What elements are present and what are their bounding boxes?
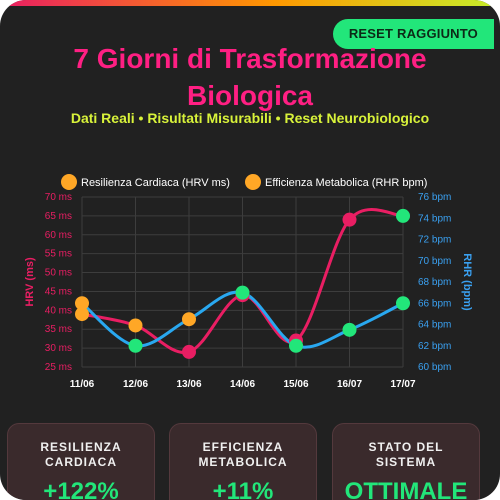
- y-left-tick-label: 45 ms: [45, 286, 72, 297]
- card-label: STATO DEL SISTEMA: [368, 440, 444, 469]
- legend-marker: [245, 174, 261, 190]
- hrv-data-point: [128, 318, 143, 333]
- page-subtitle: Dati Reali • Risultati Misurabili • Rese…: [70, 110, 430, 126]
- y-left-axis-title: HRV (ms): [24, 257, 36, 307]
- y-left-tick-label: 35 ms: [45, 324, 72, 335]
- page-title: 7 Giorni di Trasformazione Biologica: [73, 43, 427, 111]
- y-left-tick-label: 60 ms: [45, 230, 72, 241]
- y-left-tick-label: 70 ms: [45, 192, 72, 203]
- card-metabolic-efficiency: EFFICIENZA METABOLICA +11%: [169, 423, 317, 500]
- dual-axis-line-chart: Resilienza Cardiaca (HRV ms) Efficienza M…: [24, 174, 473, 390]
- rhr-data-point: [289, 338, 303, 353]
- x-tick-label: 14/06: [230, 379, 255, 390]
- rhr-data-point: [75, 296, 89, 311]
- legend-label: Resilienza Cardiaca (HRV ms): [81, 177, 230, 189]
- card-cardiac-resilience: RESILIENZA CARDIACA +122%: [7, 423, 155, 500]
- y-right-tick-label: 76 bpm: [418, 192, 451, 203]
- y-left-tick-label: 55 ms: [45, 249, 72, 260]
- y-right-tick-label: 70 bpm: [418, 256, 451, 267]
- x-tick-label: 16/07: [337, 379, 362, 390]
- hrv-data-point: [75, 307, 89, 322]
- reset-badge: RESET RAGGIUNTO: [332, 19, 494, 49]
- rhr-data-point: [128, 338, 143, 353]
- x-tick-label: 12/06: [123, 379, 148, 390]
- legend-marker: [61, 174, 77, 190]
- y-left-tick-label: 25 ms: [45, 362, 72, 373]
- y-right-axis-title: RHR (bpm): [461, 253, 473, 311]
- y-right-tick-label: 68 bpm: [418, 277, 451, 288]
- card-label: EFFICIENZA METABOLICA: [198, 440, 288, 469]
- y-right-tick-label: 74 bpm: [418, 213, 451, 224]
- gradient-top-bar: [0, 0, 500, 6]
- y-right-tick-label: 60 bpm: [418, 362, 451, 373]
- card-system-state: STATO DEL SISTEMA OTTIMALE: [332, 423, 480, 500]
- x-tick-label: 13/06: [176, 379, 201, 390]
- hrv-data-point: [342, 212, 357, 227]
- y-left-tick-label: 50 ms: [45, 268, 72, 279]
- hrv-data-point: [182, 344, 196, 359]
- card-value: +11%: [212, 478, 274, 500]
- y-right-tick-label: 66 bpm: [418, 298, 451, 309]
- hrv-data-point: [396, 208, 410, 223]
- rhr-data-point: [235, 285, 250, 300]
- y-left-tick-label: 30 ms: [45, 343, 72, 354]
- y-right-tick-label: 72 bpm: [418, 235, 451, 246]
- y-right-tick-label: 62 bpm: [418, 341, 451, 352]
- y-left-tick-label: 40 ms: [45, 305, 72, 316]
- y-right-tick-label: 64 bpm: [418, 320, 451, 331]
- rhr-data-point: [342, 322, 357, 337]
- rhr-data-point: [396, 296, 410, 311]
- card-label: RESILIENZA CARDIACA: [40, 440, 122, 469]
- x-tick-label: 11/06: [70, 379, 95, 390]
- card-value: OTTIMALE: [344, 478, 468, 500]
- legend-label: Efficienza Metabolica (RHR bpm): [265, 177, 427, 189]
- y-left-tick-label: 65 ms: [45, 211, 72, 222]
- x-tick-label: 17/07: [390, 379, 415, 390]
- card-value: +122%: [43, 478, 119, 500]
- x-tick-label: 15/06: [283, 379, 308, 390]
- rhr-data-point: [182, 312, 196, 327]
